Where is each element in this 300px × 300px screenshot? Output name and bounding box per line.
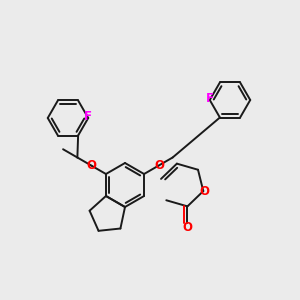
Text: F: F [206,92,214,104]
Text: O: O [182,220,192,234]
Text: O: O [199,184,209,198]
Text: F: F [84,110,92,122]
Text: O: O [154,159,164,172]
Text: O: O [87,159,97,172]
